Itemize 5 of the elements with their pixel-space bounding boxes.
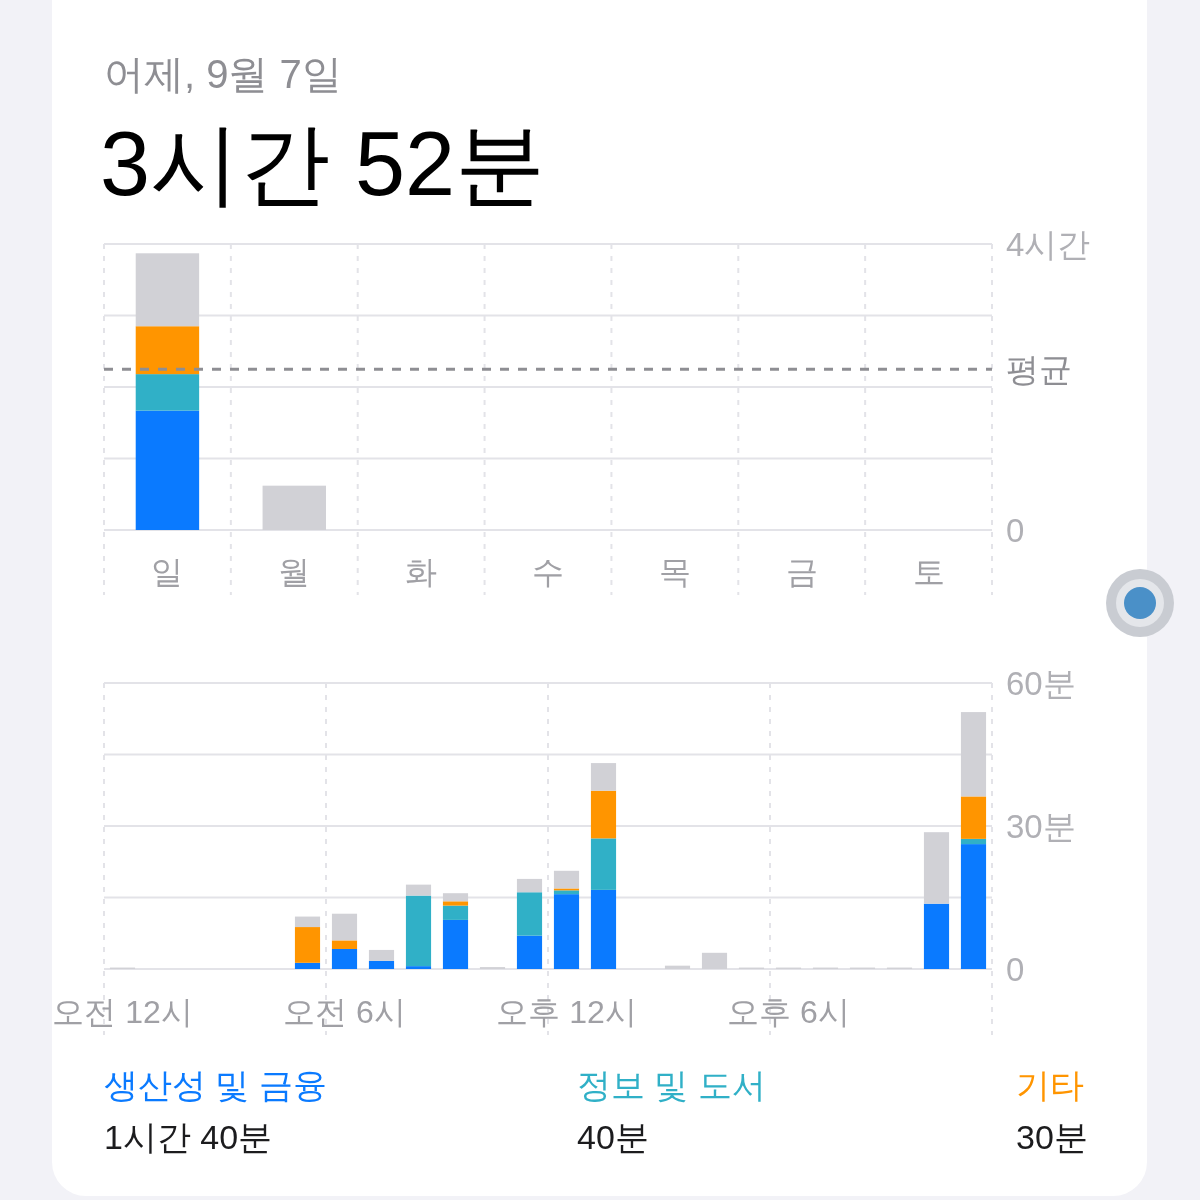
title: 3시간 52분	[100, 114, 546, 214]
note: 30분	[1016, 1118, 1088, 1156]
note: 40분	[577, 1118, 649, 1156]
note: 1시간 40분	[104, 1118, 273, 1156]
subtitle: 어제, 9월 7일	[104, 52, 342, 96]
